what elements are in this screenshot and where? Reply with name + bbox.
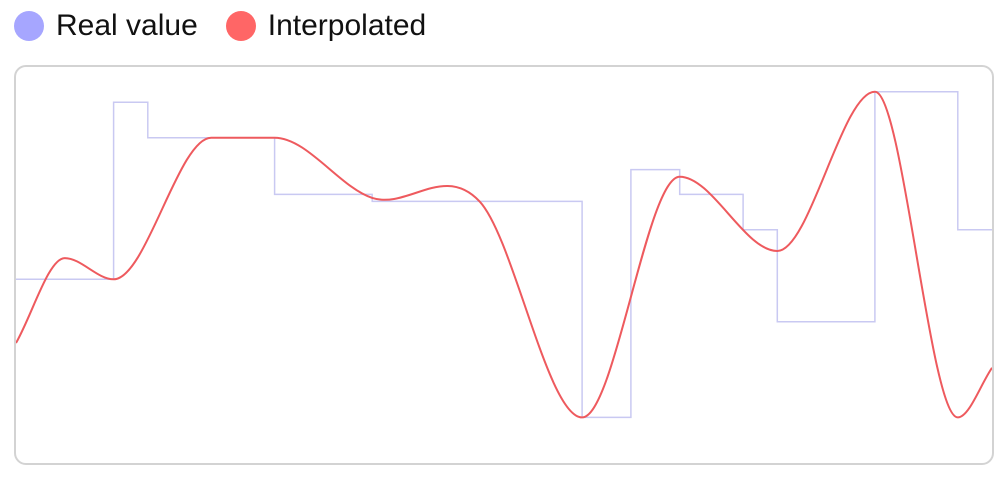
legend-item-real-value[interactable]: Real value — [14, 6, 198, 46]
legend-item-interpolated[interactable]: Interpolated — [225, 6, 427, 46]
legend-swatch-interpolated — [225, 11, 256, 41]
legend-label-real-value: Real value — [56, 9, 198, 42]
chart-legend: Real value Interpolated — [14, 6, 454, 46]
series-line-real-value — [16, 90, 992, 419]
series-line-interpolated — [16, 90, 992, 419]
chart-frame — [14, 65, 994, 465]
legend-label-interpolated: Interpolated — [267, 9, 427, 42]
legend-swatch-real-value — [14, 11, 44, 41]
chart-plot — [16, 90, 992, 419]
